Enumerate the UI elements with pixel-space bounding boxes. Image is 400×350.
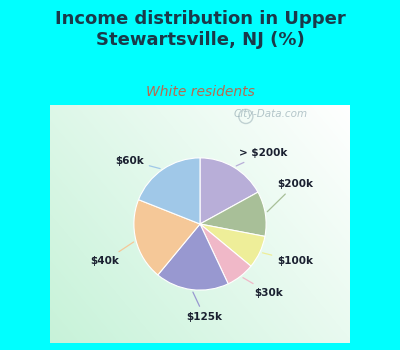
Text: City-Data.com: City-Data.com [234, 109, 308, 119]
Wedge shape [138, 158, 200, 224]
Text: Income distribution in Upper
Stewartsville, NJ (%): Income distribution in Upper Stewartsvil… [55, 10, 345, 49]
Wedge shape [134, 199, 200, 275]
Wedge shape [200, 158, 258, 224]
Wedge shape [200, 224, 251, 284]
Text: White residents: White residents [146, 85, 254, 99]
Text: $30k: $30k [243, 278, 283, 298]
Text: $100k: $100k [262, 253, 313, 266]
Wedge shape [200, 192, 266, 236]
Wedge shape [200, 224, 265, 266]
Text: $200k: $200k [267, 179, 313, 212]
Text: $125k: $125k [186, 292, 222, 322]
Text: $40k: $40k [90, 242, 134, 266]
Wedge shape [158, 224, 228, 290]
Text: $60k: $60k [115, 155, 160, 169]
Text: > $200k: > $200k [236, 148, 288, 166]
